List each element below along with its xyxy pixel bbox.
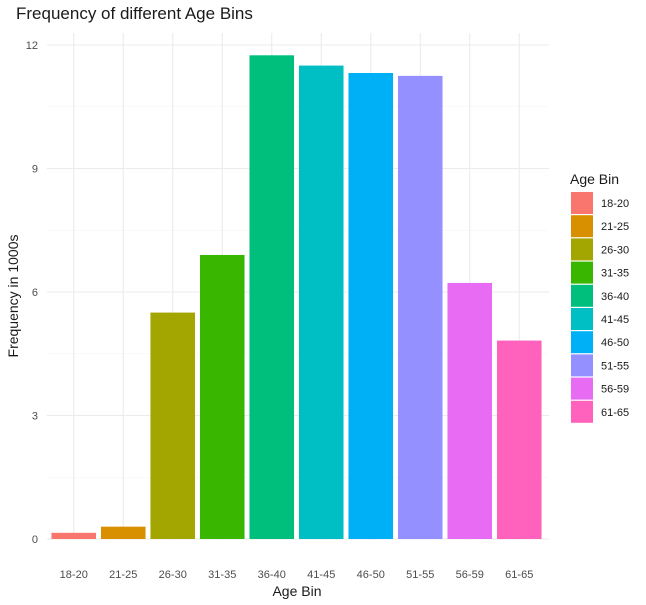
bar-56-59 xyxy=(447,282,493,539)
legend-title: Age Bin xyxy=(570,171,619,187)
y-axis-ticks: 0 3 6 9 12 xyxy=(26,40,38,546)
chart-title: Frequency of different Age Bins xyxy=(16,4,253,23)
legend-label: 41-45 xyxy=(601,314,629,326)
legend-swatch-51-55 xyxy=(571,354,593,377)
bars xyxy=(51,55,542,540)
legend-label: 56-59 xyxy=(601,384,629,396)
x-tick-label: 46-50 xyxy=(357,569,385,581)
legend-label: 36-40 xyxy=(601,291,629,303)
legend-label: 46-50 xyxy=(601,337,629,349)
y-tick-label: 12 xyxy=(26,40,38,52)
bar-31-35 xyxy=(199,254,245,539)
bar-21-25 xyxy=(100,526,146,539)
x-tick-label: 21-25 xyxy=(109,569,137,581)
bar-51-55 xyxy=(397,75,443,539)
bar-61-65 xyxy=(496,340,542,539)
x-tick-label: 61-65 xyxy=(505,569,533,581)
legend-label: 26-30 xyxy=(601,244,629,256)
x-tick-label: 26-30 xyxy=(159,569,187,581)
legend-swatch-26-30 xyxy=(571,238,593,261)
bar-26-30 xyxy=(150,312,196,539)
bar-46-50 xyxy=(348,72,394,539)
y-axis-title: Frequency in 1000s xyxy=(5,235,21,358)
x-tick-label: 36-40 xyxy=(258,569,286,581)
bar-18-20 xyxy=(51,532,97,539)
legend-swatch-61-65 xyxy=(571,400,593,423)
legend-label: 61-65 xyxy=(601,407,629,419)
legend-swatch-36-40 xyxy=(571,284,593,307)
legend-swatch-41-45 xyxy=(571,308,593,330)
legend-swatch-31-35 xyxy=(571,261,593,284)
legend-label: 21-25 xyxy=(601,221,629,233)
x-tick-label: 41-45 xyxy=(307,569,335,581)
legend: Age Bin 18-20 21-25 26-30 31-35 36-40 41-45 46… xyxy=(570,171,629,423)
x-tick-label: 18-20 xyxy=(60,569,88,581)
x-axis-ticks: 18-20 21-25 26-30 31-35 36-40 41-45 46-50 51-55… xyxy=(60,569,534,581)
x-axis-title: Age Bin xyxy=(272,583,321,599)
bar-41-45 xyxy=(298,65,344,539)
bar-36-40 xyxy=(249,55,295,540)
x-tick-label: 56-59 xyxy=(456,569,484,581)
y-tick-label: 9 xyxy=(32,164,38,176)
legend-swatch-46-50 xyxy=(571,331,593,354)
x-tick-label: 31-35 xyxy=(208,569,236,581)
legend-label: 18-20 xyxy=(601,198,629,210)
legend-label: 31-35 xyxy=(601,268,629,280)
y-tick-label: 6 xyxy=(32,287,38,299)
y-tick-label: 0 xyxy=(32,534,38,546)
legend-swatch-56-59 xyxy=(571,377,593,400)
legend-swatch-18-20 xyxy=(571,192,593,214)
y-tick-label: 3 xyxy=(32,411,38,423)
x-tick-label: 51-55 xyxy=(406,569,434,581)
legend-swatch-21-25 xyxy=(571,215,593,238)
legend-label: 51-55 xyxy=(601,360,629,372)
